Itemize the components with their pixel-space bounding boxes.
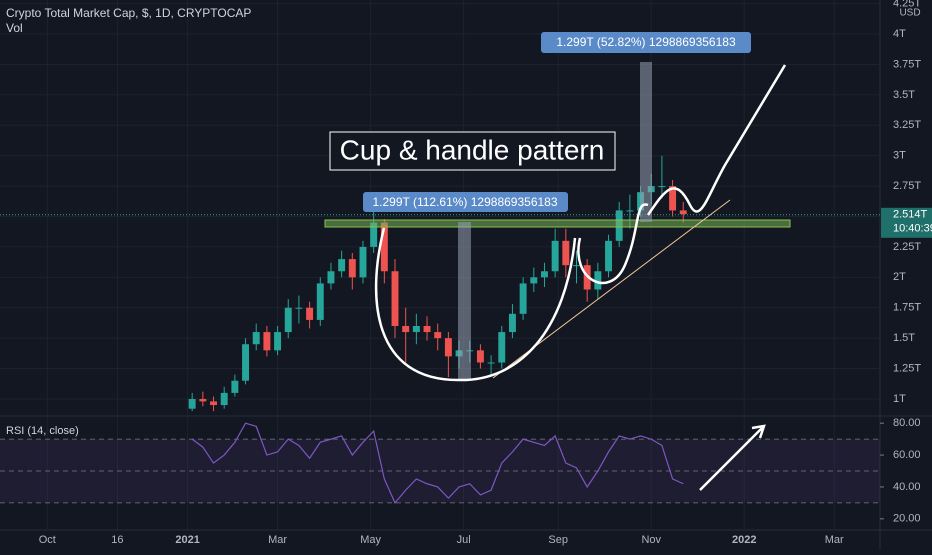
measure-bar	[640, 62, 652, 222]
candle-body	[306, 307, 314, 320]
candle-body	[295, 307, 303, 309]
rsi-line	[191, 422, 684, 505]
candle-body	[391, 271, 399, 326]
y-tick-label: 60.00	[893, 449, 921, 461]
candle-body	[316, 283, 324, 320]
currency-label: USD	[899, 8, 920, 19]
candle-body	[508, 313, 516, 333]
y-tick-label: 2.75T	[893, 180, 921, 192]
chart-title: Crypto Total Market Cap, $, 1D, CRYPTOCA…	[6, 6, 251, 20]
candle-body	[220, 392, 228, 406]
annotation-text: Cup & handle pattern	[340, 134, 605, 165]
x-tick-label: Jul	[457, 534, 471, 546]
candle-body	[434, 332, 442, 339]
candle-body	[252, 332, 260, 345]
candle-body	[402, 325, 410, 333]
y-tick-label: 1T	[893, 393, 906, 405]
measure-bar	[458, 222, 471, 380]
projection-arrow	[646, 64, 787, 216]
drawings	[324, 32, 791, 491]
candle-body	[231, 380, 239, 393]
candle-body	[562, 240, 570, 266]
x-tick-label: 2022	[732, 534, 756, 546]
x-tick-label: Mar	[268, 534, 287, 546]
candle-body	[338, 259, 346, 272]
cup-curve	[374, 227, 577, 382]
candle-body	[519, 283, 527, 314]
candle-body	[370, 222, 378, 247]
candle-body	[669, 186, 677, 211]
candle-body	[348, 259, 356, 278]
candle-body	[573, 265, 580, 267]
candle-body	[274, 332, 282, 351]
y-tick-label: 20.00	[893, 513, 921, 525]
volume-label: Vol	[6, 21, 23, 35]
y-tick-label: 40.00	[893, 481, 921, 493]
measure-label-box	[541, 32, 751, 53]
resistance-zone	[324, 219, 791, 228]
y-tick-label: 4.25T	[893, 0, 921, 10]
y-tick-label: 1.25T	[893, 362, 921, 374]
candle-body	[380, 222, 388, 272]
candle-body	[359, 246, 367, 278]
measure-label-box	[363, 192, 568, 212]
y-tick-label: 3.25T	[893, 119, 921, 131]
candle-body	[284, 307, 292, 333]
candle-body	[188, 398, 196, 409]
measure-label: 1.299T (112.61%) 1298869356183	[372, 195, 557, 209]
x-tick-label: Mar	[825, 534, 844, 546]
candle-body	[626, 210, 634, 212]
x-tick-label: Oct	[39, 534, 56, 546]
countdown: 10:40:39	[893, 223, 932, 235]
candle-body	[423, 325, 431, 333]
rsi-title: RSI (14, close)	[6, 425, 79, 437]
candle-body	[498, 332, 506, 363]
candle-body	[605, 240, 612, 272]
x-tick-label: Nov	[641, 534, 661, 546]
last-price-tag	[881, 207, 932, 238]
candle-body	[679, 210, 687, 215]
candle-body	[476, 350, 484, 363]
measure-label: 1.299T (52.82%) 1298869356183	[556, 35, 736, 49]
y-tick-label: 3T	[893, 150, 906, 162]
x-tick-label: May	[360, 534, 381, 546]
rsi-arrow	[699, 424, 766, 491]
candle-body	[487, 362, 495, 364]
y-tick-label: 1.5T	[893, 332, 915, 344]
candle-body	[210, 401, 217, 406]
candle-body	[594, 271, 602, 290]
candle-body	[327, 271, 335, 284]
x-tick-label: 16	[111, 534, 123, 546]
last-price-label: 2.514T	[893, 209, 928, 221]
candle-body	[242, 344, 250, 381]
annotation-box	[329, 131, 616, 171]
candle-body	[263, 332, 271, 351]
x-tick-label: 2021	[175, 534, 199, 546]
x-tick-label: Sep	[548, 534, 568, 546]
y-tick-label: 2T	[893, 271, 906, 283]
candle-body	[530, 277, 538, 284]
y-tick-label: 3.75T	[893, 58, 921, 70]
candle-body	[412, 325, 420, 333]
y-tick-label: 80.00	[893, 417, 921, 429]
candle-body	[658, 186, 666, 188]
y-tick-label: 2.25T	[893, 241, 921, 253]
handle-curve	[577, 203, 649, 285]
y-tick-label: 4T	[893, 28, 906, 40]
y-tick-label: 3.5T	[893, 89, 915, 101]
candle-body	[199, 398, 207, 402]
candle-body	[541, 271, 548, 278]
y-tick-label: 1.75T	[893, 302, 921, 314]
candle-body	[551, 240, 559, 272]
candle-body	[444, 338, 452, 357]
